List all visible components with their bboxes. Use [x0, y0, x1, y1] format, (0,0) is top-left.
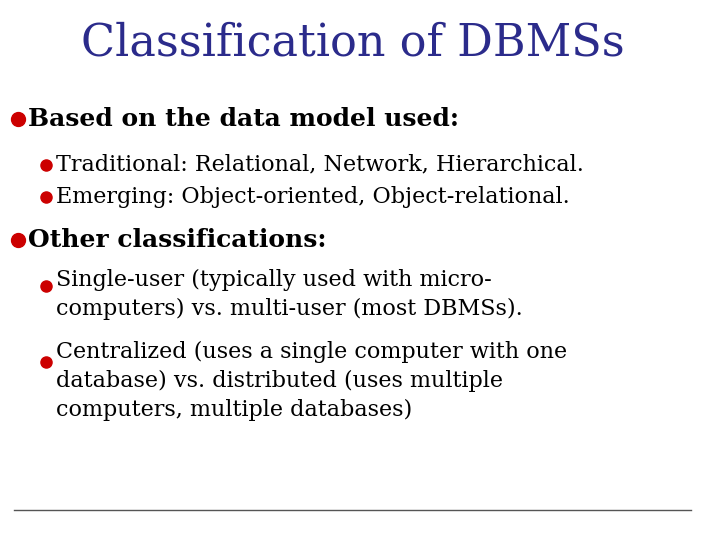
Text: Centralized (uses a single computer with one
database) vs. distributed (uses mul: Centralized (uses a single computer with… [56, 341, 567, 421]
Text: Traditional: Relational, Network, Hierarchical.: Traditional: Relational, Network, Hierar… [56, 154, 585, 176]
Text: Classification of DBMSs: Classification of DBMSs [81, 22, 624, 65]
Text: Based on the data model used:: Based on the data model used: [28, 107, 459, 131]
Text: Other classifications:: Other classifications: [28, 228, 327, 252]
Text: Emerging: Object-oriented, Object-relational.: Emerging: Object-oriented, Object-relati… [56, 186, 570, 208]
Text: Single-user (typically used with micro-
computers) vs. multi-user (most DBMSs).: Single-user (typically used with micro- … [56, 269, 523, 320]
